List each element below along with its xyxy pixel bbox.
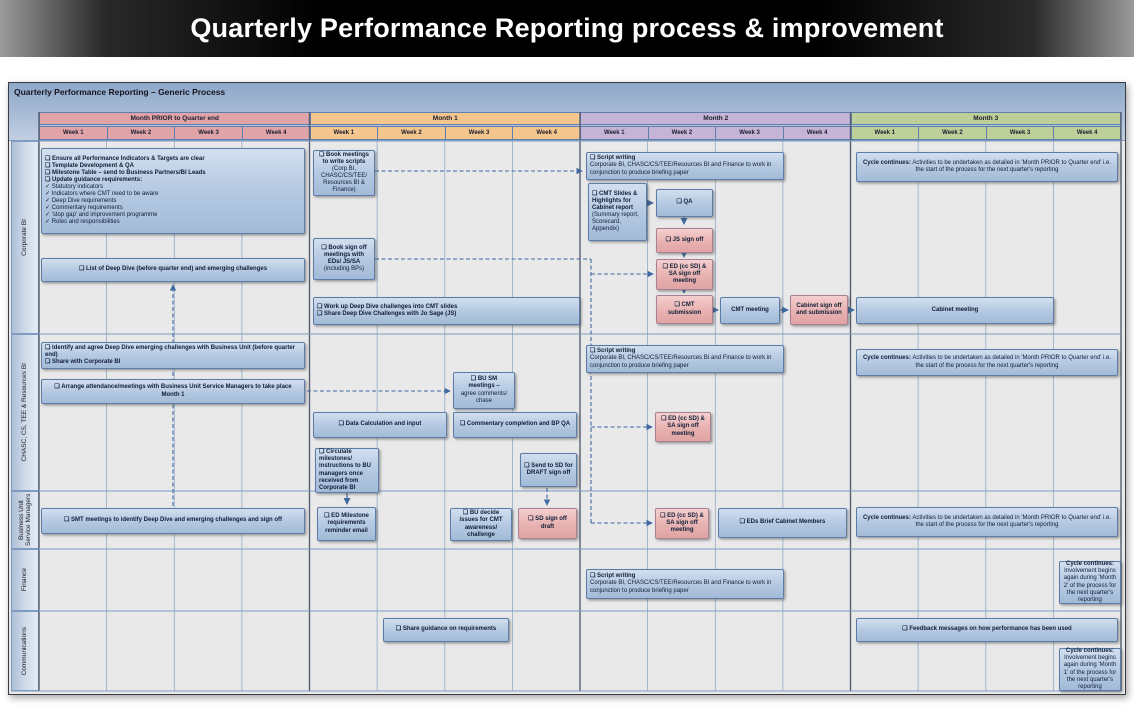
solid-connectors: [343, 199, 855, 505]
box-arrange-meetings: ❑ Arrange attendance/meetings with Busin…: [41, 379, 305, 404]
box-cmt-meeting: CMT meeting: [720, 297, 780, 324]
week-header: Week 3: [985, 126, 1054, 140]
box-cycle-corporate: Cycle continues: Activities to be undert…: [856, 152, 1118, 182]
week-header: Week 2: [377, 126, 445, 140]
box-share-guidance: ❑ Share guidance on requirements: [383, 618, 509, 642]
week-header: Week 2: [647, 126, 716, 140]
box-sd-signoff-draft: ❑ SD sign off draft: [518, 508, 577, 539]
grid-and-connectors: [11, 112, 1122, 692]
box-identify-agree-deep-dive: ❑ Identify and agree Deep Dive emerging …: [41, 342, 305, 369]
box-commentary-completion: ❑ Commentary completion and BP QA: [453, 412, 577, 438]
box-guidance-checklist: ❑ Ensure all Performance Indicators & Ta…: [41, 148, 305, 234]
box-script-writing-corporate: ❑ Script writing Corporate BI, CHASC/CS/…: [586, 152, 784, 180]
box-ed-signoff-chasc: ❑ ED (cc SD) & SA sign off meeting: [655, 412, 711, 442]
box-script-writing-finance: ❑ Script writing Corporate BI, CHASC/CS/…: [586, 569, 784, 599]
month-header-row: Month PRIOR to Quarter end Month 1 Month…: [39, 112, 1121, 125]
week-grid-lines: [106, 141, 1054, 691]
box-cmt-submission: ❑ CMT submission: [656, 295, 713, 324]
process-diagram: Quarterly Performance Reporting – Generi…: [8, 82, 1126, 695]
box-ed-signoff-corporate: ❑ ED (cc SD) & SA sign off meeting: [656, 259, 713, 290]
box-book-meetings: ❑ Book meetings to write scripts (Corp B…: [313, 150, 375, 196]
week-header: Week 4: [512, 126, 580, 140]
box-bu-sm-meetings: ❑ BU SM meetings – agree comments/ chase: [453, 372, 515, 409]
box-ed-milestone-reminder: ❑ ED Milestone requirements reminder ema…: [317, 507, 376, 541]
box-script-writing-chasc: ❑ Script writing Corporate BI, CHASC/CS/…: [586, 345, 784, 373]
box-qa: ❑ QA: [656, 189, 713, 217]
week-header: Week 3: [444, 126, 513, 140]
box-data-calculation: ❑ Data Calculation and input: [313, 412, 447, 438]
box-cycle-busm: Cycle continues: Activities to be undert…: [856, 507, 1118, 537]
box-smt-meetings: ❑ SMT meetings to identify Deep Dive and…: [41, 508, 305, 534]
box-cycle-chasc: Cycle continues: Activities to be undert…: [856, 349, 1118, 376]
week-header-row: Week 1 Week 2 Week 3 Week 4 Week 1 Week …: [39, 126, 1121, 140]
week-header: Week 2: [106, 126, 175, 140]
box-send-to-sd: ❑ Send to SD for DRAFT sign off: [520, 453, 577, 487]
box-js-signoff: ❑ JS sign off: [656, 228, 713, 253]
week-header: Week 3: [174, 126, 242, 140]
box-circulate-milestones: ❑ Circulate milestones/ instructions to …: [315, 448, 379, 493]
week-header: Week 4: [782, 126, 851, 140]
box-cabinet-meeting: Cabinet meeting: [856, 297, 1054, 324]
week-header: Week 4: [241, 126, 310, 140]
box-cycle-communications: Cycle continues: Involvement begins agai…: [1059, 648, 1121, 691]
box-workup-deep-dive: ❑ Work up Deep Dive challenges into CMT …: [313, 297, 580, 325]
box-cabinet-signoff: Cabinet sign off and submission: [790, 295, 848, 325]
box-cycle-finance: Cycle continues: Involvement begins agai…: [1059, 561, 1121, 604]
box-feedback-messages: ❑ Feedback messages on how performance h…: [856, 618, 1118, 642]
box-cmt-slides: ❑ CMT Slides & Highlights for Cabinet re…: [588, 183, 647, 241]
box-ed-signoff-busm: ❑ ED (cc SD) & SA sign off meeting: [655, 508, 709, 539]
page-banner: Quarterly Performance Reporting process …: [0, 0, 1134, 57]
box-bu-decide-issues: ❑ BU decide issues for CMT awareness/ ch…: [450, 508, 512, 541]
week-header: Week 3: [715, 126, 783, 140]
lane-separator-lines: [11, 140, 1121, 692]
page-title: Quarterly Performance Reporting process …: [190, 13, 944, 43]
box-book-signoff-meetings: ❑ Book sign off meetings with EDs/ JS/SA…: [313, 238, 375, 280]
month-grid-lines: [38, 112, 1122, 691]
lane-label-communications: Communications: [11, 611, 39, 691]
week-header: Week 2: [918, 126, 986, 140]
box-eds-brief-cabinet: ❑ EDs Brief Cabinet Members: [718, 508, 847, 538]
box-deep-dive-list: ❑ List of Deep Dive (before quarter end)…: [41, 258, 305, 282]
diagram-title: Quarterly Performance Reporting – Generi…: [14, 87, 226, 97]
